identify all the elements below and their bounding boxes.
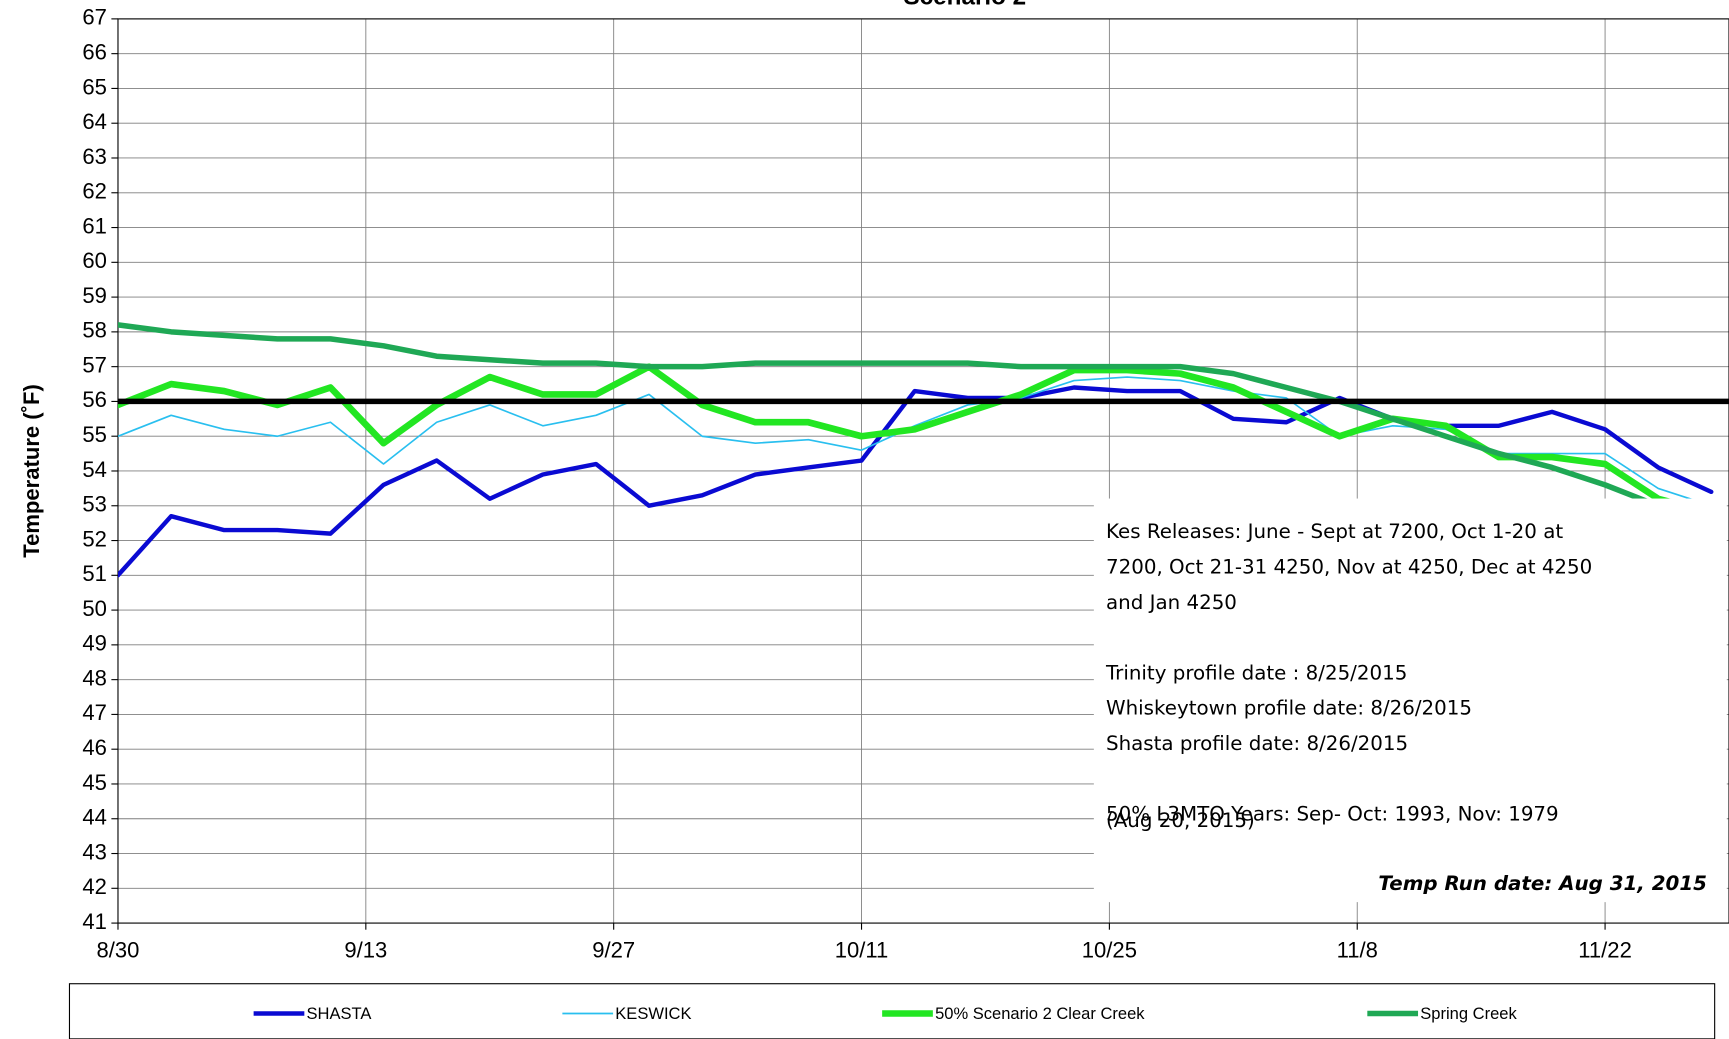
annotation-text: and Jan 4250 [1106,591,1237,614]
y-tick-label: 43 [82,839,107,864]
legend-label: Spring Creek [1420,1004,1517,1023]
y-tick-label: 58 [82,318,107,343]
y-tick-label: 55 [82,422,107,447]
y-tick-label: 42 [82,874,107,899]
y-tick-label: 52 [82,526,107,551]
y-tick-label: 59 [82,283,107,308]
y-tick-label: 50 [82,596,107,621]
annotation-text: 7200, Oct 21-31 4250, Nov at 4250, Dec a… [1106,556,1592,579]
y-tick-label: 66 [82,39,107,64]
y-tick-label: 45 [82,770,107,795]
x-tick-label: 10/11 [835,938,889,963]
y-tick-label: 44 [82,805,107,830]
x-tick-label: 10/25 [1082,938,1137,963]
annotation-text: Trinity profile date : 8/25/2015 [1105,661,1407,684]
y-tick-label: 51 [82,561,107,586]
legend-label: SHASTA [307,1004,372,1023]
annotation-run-date: Temp Run date: Aug 31, 2015 [1378,872,1707,895]
x-tick-label: 11/22 [1578,938,1632,963]
y-tick-label: 64 [82,109,107,134]
annotation-text: Kes Releases: June - Sept at 7200, Oct 1… [1106,520,1563,543]
series-group [117,322,1715,578]
y-tick-label: 53 [82,492,107,517]
chart-title: Scenario 2 [904,0,1027,10]
series-line [117,322,1715,526]
y-tick-label: 54 [82,457,107,482]
annotation-text: (Aug 20, 2015) [1106,809,1255,832]
x-tick-label: 8/30 [97,938,140,963]
y-tick-label: 62 [82,179,107,204]
y-tick-label: 63 [82,144,107,169]
y-tick-label: 47 [82,700,107,725]
series-line [117,363,1715,516]
annotation-text: Shasta profile date: 8/26/2015 [1106,732,1408,755]
y-tick-label: 41 [82,909,107,934]
x-tick-label: 9/27 [592,938,635,963]
x-tick-label: 11/8 [1337,938,1378,963]
y-tick-label: 46 [82,735,107,760]
annotation-text: Whiskeytown profile date: 8/26/2015 [1106,697,1472,720]
annotation-text: 50% L3MTO Years: Sep- Oct: 1993, Nov: 19… [1106,803,1559,826]
legend-label: KESWICK [615,1004,691,1023]
y-tick-label: 56 [82,387,107,412]
y-tick-label: 48 [82,665,107,690]
y-tick-label: 67 [82,5,107,30]
y-axis-label: Temperature (˚F) [19,384,44,558]
legend-label: 50% Scenario 2 Clear Creek [935,1004,1145,1023]
y-tick-label: 61 [82,213,107,238]
plot-frame [117,18,1729,924]
y-tick-label: 65 [82,74,107,99]
x-tick-label: 9/13 [344,938,387,963]
y-tick-label: 49 [82,631,107,656]
y-tick-label: 57 [82,352,107,377]
annotation-box [1093,498,1727,903]
y-tick-label: 60 [82,248,107,273]
